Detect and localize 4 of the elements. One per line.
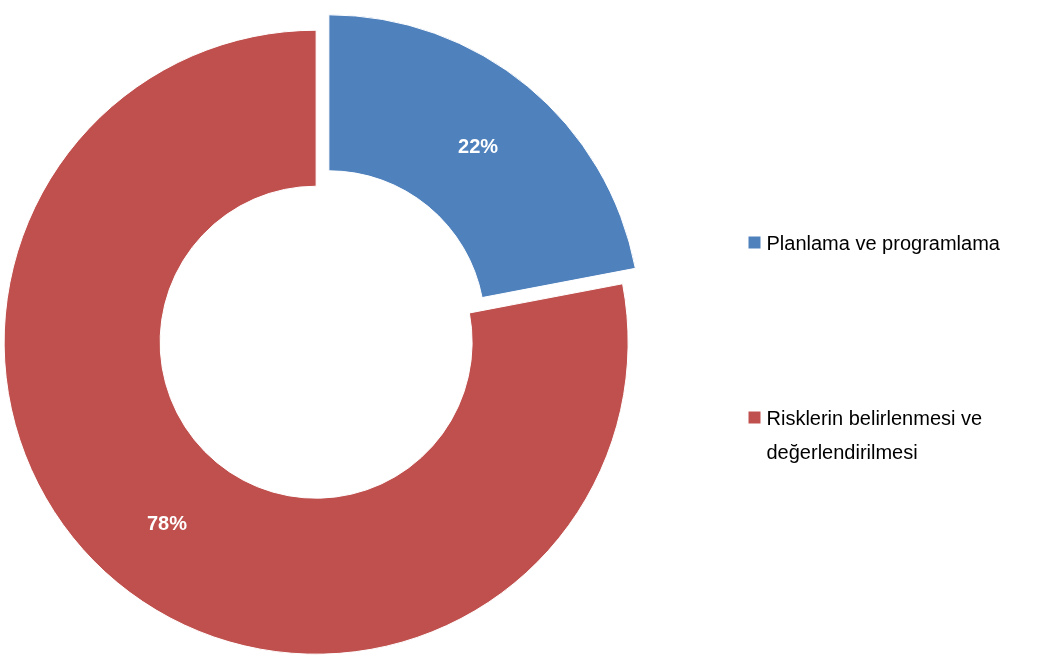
data-label: 22% — [458, 135, 499, 158]
legend-label: Risklerin belirlenmesi ve değerlendirilmesi — [766, 406, 983, 463]
legend-label: Planlama ve programlama — [766, 231, 1001, 254]
data-label: 78% — [146, 511, 188, 534]
